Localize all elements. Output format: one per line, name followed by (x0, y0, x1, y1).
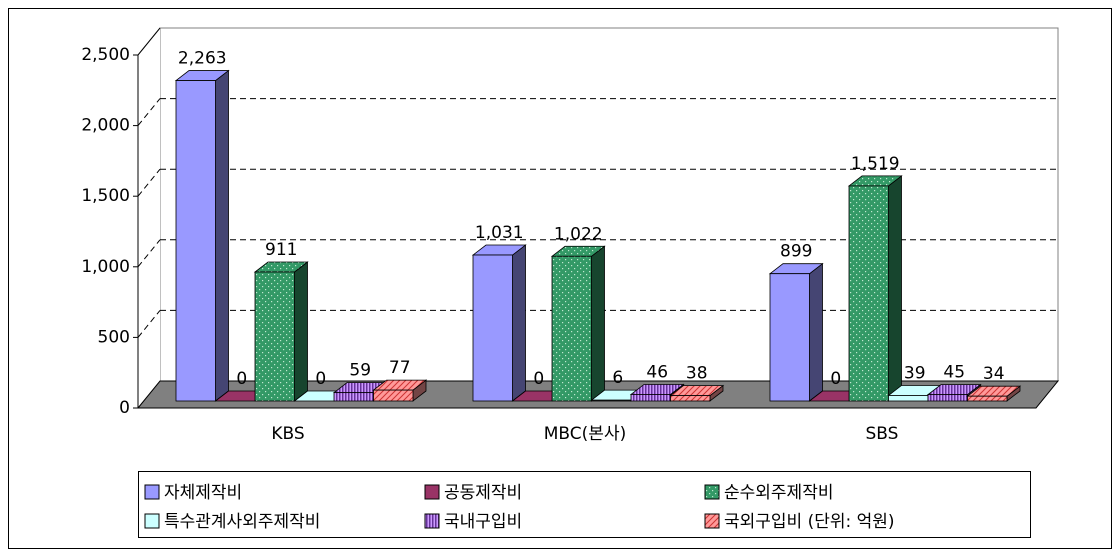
bar-side (809, 262, 823, 402)
y-tick-label: 0 (119, 398, 130, 418)
bar (848, 185, 889, 402)
legend-box (138, 471, 1031, 538)
y-tick-label: 2,000 (81, 116, 130, 136)
bar (373, 389, 414, 402)
data-label: 46 (646, 362, 668, 382)
y-tick-label: 1,500 (81, 186, 130, 206)
bar (888, 395, 929, 402)
legend-label: 공동제작비 (444, 483, 522, 503)
bar-side (294, 261, 308, 402)
grid-line (137, 239, 161, 268)
data-label: 1,022 (554, 224, 603, 244)
side-wall (138, 28, 160, 408)
data-label: 59 (349, 361, 371, 381)
legend-label: 국외구입비 (단위: 억원) (724, 512, 895, 532)
bar (967, 395, 1008, 402)
bar (254, 271, 295, 402)
y-tick-label: 2,500 (81, 45, 130, 65)
bar-side (215, 69, 229, 402)
legend-label: 국내구입비 (444, 512, 522, 532)
data-label: 0 (830, 369, 841, 389)
data-label: 899 (780, 242, 812, 262)
bar (927, 394, 968, 402)
legend-swatch (704, 484, 720, 500)
x-tick-label: SBS (866, 424, 899, 444)
legend-swatch (144, 484, 160, 500)
data-label: 77 (389, 358, 411, 378)
x-tick-label: MBC(본사) (544, 424, 626, 444)
legend-swatch (424, 513, 440, 529)
y-tick-label: 1,000 (81, 257, 130, 277)
data-label: 0 (236, 369, 247, 389)
grid-line (137, 98, 161, 126)
y-tick-label: 500 (98, 327, 130, 347)
data-label: 1,519 (851, 154, 900, 174)
data-label: 45 (943, 363, 965, 383)
bar-side (591, 245, 605, 402)
bar (769, 273, 810, 402)
data-label: 2,263 (178, 49, 227, 69)
grid-line (137, 168, 161, 197)
data-label: 38 (686, 364, 708, 384)
bar (551, 255, 592, 402)
bar (175, 80, 216, 402)
data-label: 0 (315, 369, 326, 389)
legend-label: 특수관계사외주제작비 (164, 512, 320, 532)
data-label: 34 (983, 364, 1005, 384)
legend-swatch (144, 513, 160, 529)
legend-swatch (424, 484, 440, 500)
data-label: 0 (533, 369, 544, 389)
x-tick-label: KBS (271, 424, 304, 444)
data-label: 6 (612, 368, 623, 388)
bar (472, 254, 513, 402)
bar (630, 394, 671, 402)
bar (591, 399, 632, 402)
data-label: 911 (265, 240, 297, 260)
bar-side (888, 175, 902, 402)
bar (333, 392, 374, 402)
legend-label: 순수외주제작비 (724, 483, 833, 503)
y-axis-top (137, 27, 161, 56)
grid-line (137, 310, 161, 338)
bar (670, 395, 711, 402)
legend-swatch (704, 513, 720, 529)
data-label: 1,031 (475, 223, 524, 243)
data-label: 39 (904, 363, 926, 383)
legend-label: 자체제작비 (164, 483, 242, 503)
bar-side (512, 244, 526, 402)
